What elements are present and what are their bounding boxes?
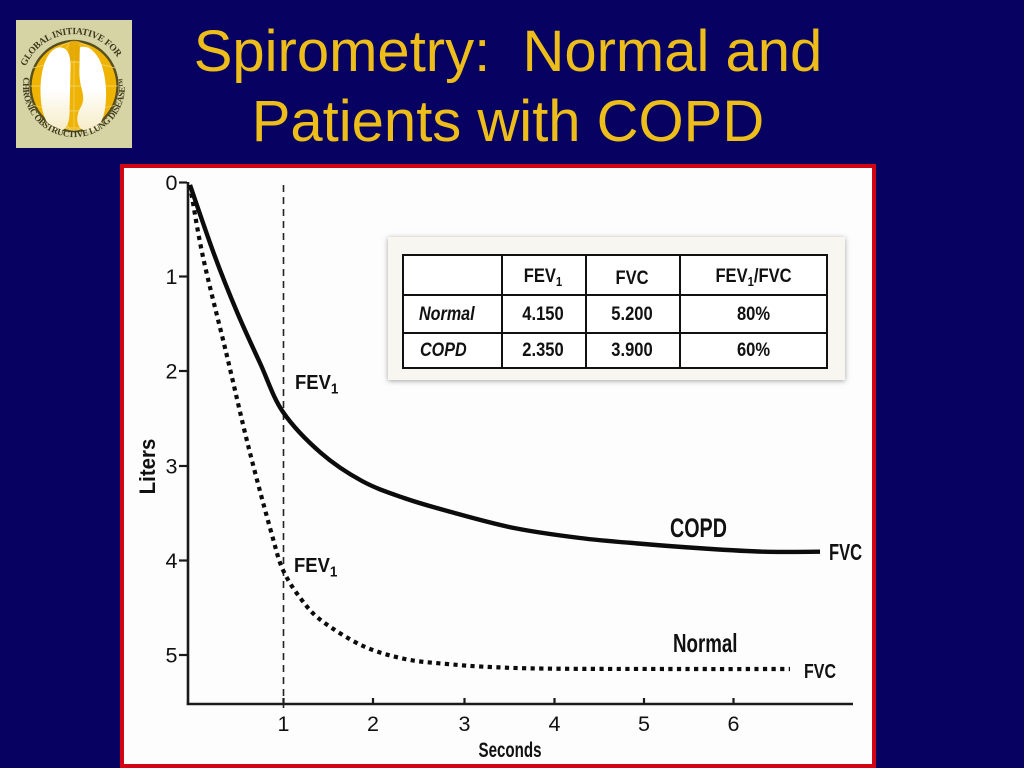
svg-text:1: 1 [278, 712, 290, 736]
svg-text:Normal: Normal [673, 628, 737, 658]
svg-text:4: 4 [549, 712, 561, 736]
svg-text:4: 4 [166, 549, 178, 573]
svg-text:5: 5 [638, 712, 650, 736]
svg-text:1: 1 [166, 265, 178, 289]
svg-text:FEV1: FEV1 [295, 371, 338, 398]
svg-text:6: 6 [728, 712, 740, 736]
svg-text:FVC: FVC [804, 660, 836, 682]
svg-text:5: 5 [166, 644, 178, 668]
svg-text:FEV1: FEV1 [294, 554, 337, 581]
svg-text:FVC: FVC [829, 540, 862, 565]
svg-text:Seconds: Seconds [479, 737, 542, 761]
svg-text:0: 0 [166, 171, 178, 195]
svg-text:COPD: COPD [670, 514, 727, 544]
svg-text:Liters: Liters [135, 439, 160, 495]
svg-text:3: 3 [166, 455, 178, 479]
svg-text:3: 3 [459, 712, 471, 736]
svg-text:2: 2 [367, 712, 379, 736]
svg-text:2: 2 [166, 360, 178, 384]
